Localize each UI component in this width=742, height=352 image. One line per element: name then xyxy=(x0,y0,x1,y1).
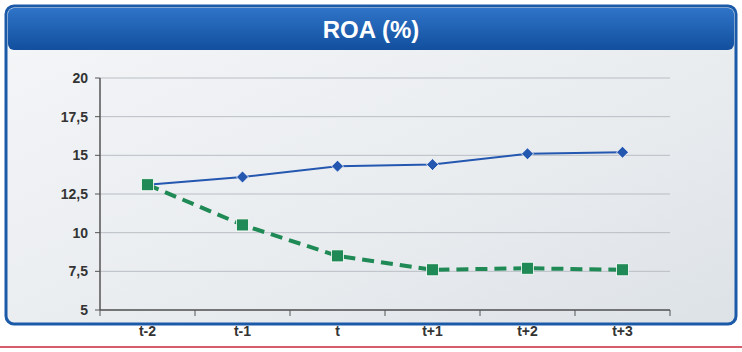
y-tick-label: 12,5 xyxy=(61,186,88,202)
x-tick-label: t+3 xyxy=(612,323,633,339)
y-axis xyxy=(99,78,101,310)
y-tick-label: 10 xyxy=(72,225,88,241)
grid-line xyxy=(100,116,670,117)
marker xyxy=(332,160,344,172)
x-band-tick xyxy=(670,310,671,316)
marker xyxy=(522,148,534,160)
grid-line xyxy=(100,271,670,272)
header-bar xyxy=(8,8,734,50)
y-tick-label: 7,5 xyxy=(69,263,89,279)
marker xyxy=(427,264,439,276)
marker xyxy=(332,250,344,262)
chart-container: ROA (%) 5 7,5 10 12,5 15 17,5 20 t-2 t-1 t t+1 t+2 t+… xyxy=(0,0,742,352)
grid-line xyxy=(100,194,670,195)
grid-line xyxy=(100,155,670,156)
x-tick-label: t+1 xyxy=(422,323,443,339)
marker xyxy=(237,171,249,183)
marker xyxy=(427,159,439,171)
x-band-tick xyxy=(195,310,196,316)
grid-line xyxy=(100,78,670,79)
plot-area xyxy=(142,146,629,276)
x-band-tick xyxy=(575,310,576,316)
y-tick-label: 5 xyxy=(80,302,88,318)
x-tick-label: t-1 xyxy=(234,323,251,339)
bottom-rule xyxy=(0,346,742,348)
grid-line xyxy=(100,232,670,233)
marker xyxy=(142,179,154,191)
x-tick-label: t-2 xyxy=(139,323,156,339)
frame xyxy=(6,6,736,324)
title: ROA (%) xyxy=(323,16,419,43)
marker xyxy=(617,146,629,158)
x-tick-label: t xyxy=(335,323,340,339)
marker xyxy=(142,179,154,191)
y-tick-label: 20 xyxy=(72,70,88,86)
marker xyxy=(237,219,249,231)
chart-svg: ROA (%) 5 7,5 10 12,5 15 17,5 20 t-2 t-1 t t+1 t+2 t+… xyxy=(0,0,742,352)
marker xyxy=(522,262,534,274)
x-tick-label: t+2 xyxy=(517,323,538,339)
series-line xyxy=(148,152,623,184)
y-tick-label: 15 xyxy=(72,147,88,163)
x-band-tick xyxy=(100,310,101,316)
y-tick-label: 17,5 xyxy=(61,109,88,125)
marker xyxy=(617,264,629,276)
series-line xyxy=(148,185,623,270)
x-band-tick xyxy=(290,310,291,316)
x-band-tick xyxy=(385,310,386,316)
x-band-tick xyxy=(480,310,481,316)
